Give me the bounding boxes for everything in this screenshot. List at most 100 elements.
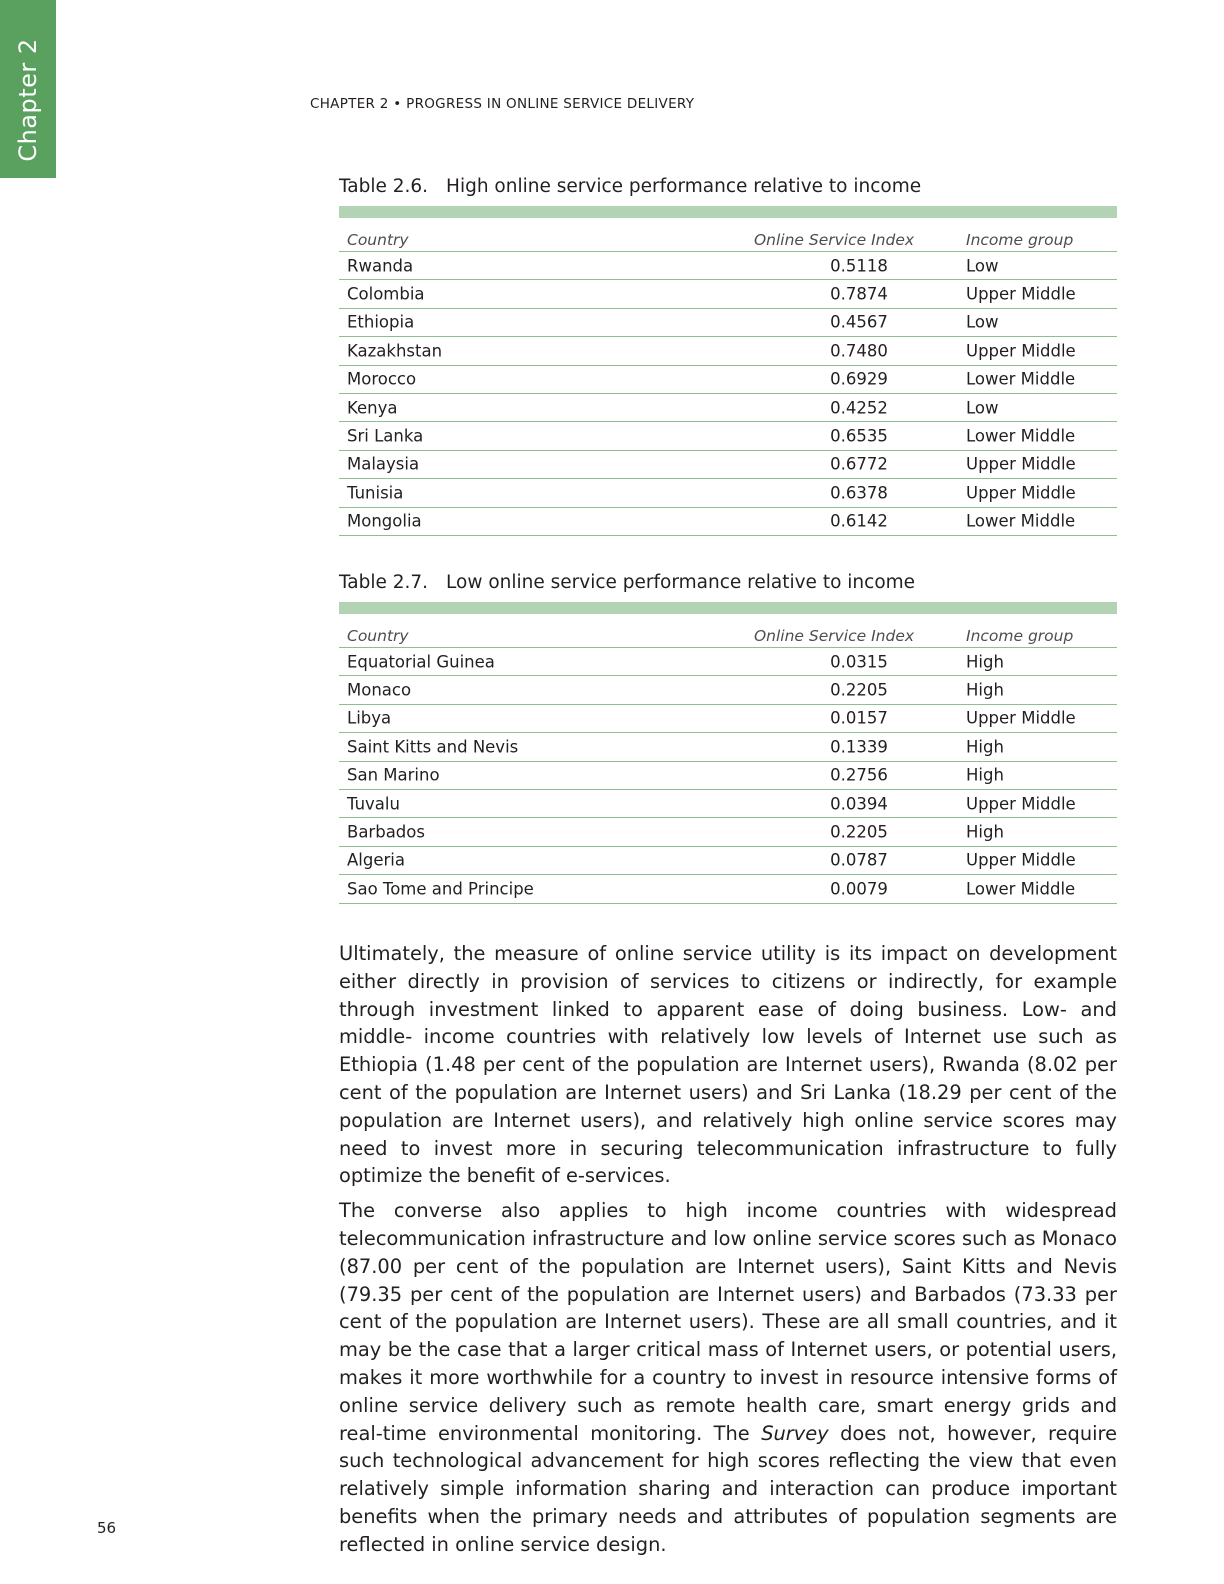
income-cell: Upper Middle xyxy=(966,483,1076,503)
income-cell: Low xyxy=(966,256,999,276)
country-cell: Kenya xyxy=(347,398,398,418)
table-2-number: Table 2.7. xyxy=(339,572,429,593)
income-cell: High xyxy=(966,737,1004,757)
index-cell: 0.6142 xyxy=(830,511,888,531)
income-cell: Upper Middle xyxy=(966,284,1076,304)
index-cell: 0.1339 xyxy=(830,737,888,757)
table-1-caption: Table 2.6. High online service performanc… xyxy=(339,176,921,197)
income-cell: Lower Middle xyxy=(966,879,1076,899)
table-2-rule xyxy=(339,602,1117,614)
table-row: Colombia 0.7874 Upper Middle xyxy=(339,280,1117,309)
index-cell: 0.6929 xyxy=(830,369,888,389)
country-cell: Monaco xyxy=(347,680,412,700)
table-row: Sao Tome and Principe 0.0079 Lower Middle xyxy=(339,875,1117,904)
column-header: Country xyxy=(347,231,409,249)
country-cell: Colombia xyxy=(347,284,425,304)
table-row: San Marino 0.2756 High xyxy=(339,762,1117,790)
index-cell: 0.6378 xyxy=(830,483,888,503)
index-cell: 0.4567 xyxy=(830,312,888,332)
index-cell: 0.7480 xyxy=(830,341,888,361)
table-1-rule xyxy=(339,206,1117,218)
table-1-title: High online service performance relative… xyxy=(446,176,922,197)
country-cell: Barbados xyxy=(347,822,425,842)
table-row: Libya 0.0157 Upper Middle xyxy=(339,705,1117,734)
income-cell: Low xyxy=(966,398,999,418)
index-cell: 0.0315 xyxy=(830,652,888,672)
country-cell: San Marino xyxy=(347,765,440,785)
income-cell: Upper Middle xyxy=(966,454,1076,474)
country-cell: Malaysia xyxy=(347,454,420,474)
country-cell: Algeria xyxy=(347,850,405,870)
index-cell: 0.6772 xyxy=(830,454,888,474)
column-header: Online Service Index xyxy=(753,627,915,645)
table-row: Barbados 0.2205 High xyxy=(339,818,1117,847)
country-cell: Rwanda xyxy=(347,256,414,276)
table-row: Ethiopia 0.4567 Low xyxy=(339,309,1117,338)
income-cell: Upper Middle xyxy=(966,794,1076,814)
index-cell: 0.6535 xyxy=(830,426,888,446)
column-header: Country xyxy=(347,627,409,645)
table-2-title: Low online service performance relative … xyxy=(446,572,916,593)
country-cell: Morocco xyxy=(347,369,417,389)
income-cell: Upper Middle xyxy=(966,341,1076,361)
page-number: 56 xyxy=(97,1519,117,1537)
income-cell: High xyxy=(966,765,1004,785)
country-cell: Mongolia xyxy=(347,511,422,531)
country-cell: Ethiopia xyxy=(347,312,415,332)
body-text: Ultimately, the measure of online servic… xyxy=(339,940,1117,1566)
table-header-row: Country Online Service Index Income group xyxy=(339,625,1117,648)
table-header-row: Country Online Service Index Income group xyxy=(339,229,1117,252)
index-cell: 0.0079 xyxy=(830,879,888,899)
running-head: CHAPTER 2 • PROGRESS IN ONLINE SERVICE D… xyxy=(310,96,695,112)
index-cell: 0.2205 xyxy=(830,822,888,842)
table-row: Tunisia 0.6378 Upper Middle xyxy=(339,479,1117,508)
income-cell: High xyxy=(966,822,1004,842)
income-cell: Low xyxy=(966,312,999,332)
index-cell: 0.5118 xyxy=(830,256,888,276)
country-cell: Tuvalu xyxy=(347,794,400,814)
table-row: Monaco 0.2205 High xyxy=(339,676,1117,705)
income-cell: High xyxy=(966,652,1004,672)
table-row: Kenya 0.4252 Low xyxy=(339,394,1117,423)
table-row: Malaysia 0.6772 Upper Middle xyxy=(339,451,1117,480)
table-row: Morocco 0.6929 Lower Middle xyxy=(339,366,1117,394)
country-cell: Saint Kitts and Nevis xyxy=(347,737,519,757)
chapter-tab-label: Chapter 2 xyxy=(14,38,42,162)
table-row: Rwanda 0.5118 Low xyxy=(339,252,1117,281)
paragraph-1: Ultimately, the measure of online servic… xyxy=(339,942,1117,1188)
paragraph-2-tail: does not, however, require such technolo… xyxy=(339,1421,1117,1556)
table-row: Equatorial Guinea 0.0315 High xyxy=(339,648,1117,677)
table-row: Algeria 0.0787 Upper Middle xyxy=(339,847,1117,876)
country-cell: Libya xyxy=(347,708,392,728)
index-cell: 0.2756 xyxy=(830,765,888,785)
paragraph-2-lead: The converse also applies to high income… xyxy=(339,1199,1117,1445)
table-row: Sri Lanka 0.6535 Lower Middle xyxy=(339,422,1117,451)
index-cell: 0.0157 xyxy=(830,708,888,728)
paragraph-2-italic: Survey xyxy=(761,1421,829,1445)
table-2: Country Online Service Index Income group E… xyxy=(339,625,1117,904)
column-header: Online Service Index xyxy=(753,231,915,249)
index-cell: 0.0787 xyxy=(830,850,888,870)
table-row: Saint Kitts and Nevis 0.1339 High xyxy=(339,733,1117,762)
index-cell: 0.2205 xyxy=(830,680,888,700)
column-header: Income group xyxy=(966,627,1074,645)
index-cell: 0.0394 xyxy=(830,794,888,814)
country-cell: Equatorial Guinea xyxy=(347,652,495,672)
table-1-number: Table 2.6. xyxy=(339,176,429,197)
income-cell: Lower Middle xyxy=(966,426,1076,446)
country-cell: Kazakhstan xyxy=(347,341,443,361)
index-cell: 0.4252 xyxy=(830,398,888,418)
income-cell: Upper Middle xyxy=(966,708,1076,728)
chapter-tab: Chapter 2 xyxy=(0,0,56,178)
income-cell: Upper Middle xyxy=(966,850,1076,870)
table-row: Tuvalu 0.0394 Upper Middle xyxy=(339,790,1117,819)
income-cell: Lower Middle xyxy=(966,511,1076,531)
index-cell: 0.7874 xyxy=(830,284,888,304)
table-2-caption: Table 2.7. Low online service performance… xyxy=(339,572,915,593)
income-cell: Lower Middle xyxy=(966,369,1076,389)
table-row: Kazakhstan 0.7480 Upper Middle xyxy=(339,337,1117,366)
column-header: Income group xyxy=(966,231,1074,249)
table-1: Country Online Service Index Income group R… xyxy=(339,229,1117,536)
country-cell: Sao Tome and Principe xyxy=(347,879,534,899)
income-cell: High xyxy=(966,680,1004,700)
